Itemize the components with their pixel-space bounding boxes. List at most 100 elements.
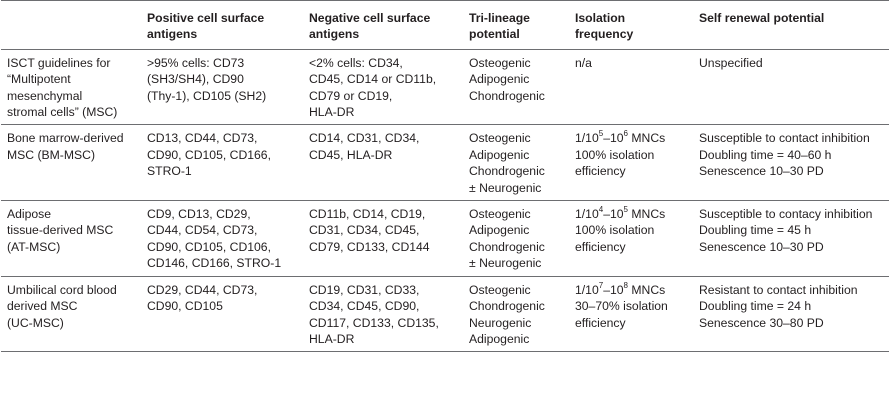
cell-text: Neurogenic	[469, 315, 532, 330]
table-row-bm-msc: Bone marrow-derived MSC (BM-MSC) CD13, C…	[1, 124, 889, 202]
cell-text: efficiency	[575, 164, 626, 179]
cell-text: Adipogenic	[469, 147, 530, 162]
header-cell-renewal: Self renewal potential	[693, 0, 889, 50]
cell-text: efficiency	[575, 239, 626, 254]
header-text: antigens	[309, 27, 360, 42]
cell-text: CD45, CD14 or CD11b,	[309, 72, 437, 87]
cell-isolation: 1/107–108 MNCs 30–70% isolation efficien…	[569, 276, 693, 353]
cell-text: mesenchymal	[7, 88, 83, 103]
cell-positive: >95% cells: CD73 (SH3/SH4), CD90 (Thy-1)…	[141, 49, 303, 126]
cell-text: Adipogenic	[469, 223, 530, 238]
cell-text: Susceptible to contact inhibition	[699, 131, 870, 146]
cell-text: CD29, CD44, CD73,	[147, 282, 258, 297]
cell-text: 100% isolation	[575, 223, 655, 238]
cell-text: HLA-DR	[309, 331, 355, 346]
cell-text: Unspecified	[699, 55, 763, 70]
cell-type: Bone marrow-derived MSC (BM-MSC)	[1, 124, 141, 202]
cell-text: (SH3/SH4), CD90	[147, 72, 244, 87]
cell-text: CD117, CD133, CD135,	[309, 315, 439, 330]
cell-text: Chondrogenic	[469, 239, 545, 254]
cell-text: CD146, CD166, STRO-1	[147, 256, 282, 271]
cell-text: 100% isolation	[575, 147, 655, 162]
cell-negative: <2% cells: CD34, CD45, CD14 or CD11b, CD…	[303, 49, 463, 126]
cell-trilineage: Osteogenic Adipogenic Chondrogenic ± Neu…	[463, 124, 569, 202]
cell-text: CD90, CD105, CD106,	[147, 239, 271, 254]
cell-isolation: 1/104–105 MNCs 100% isolation efficiency	[569, 200, 693, 277]
cell-trilineage: Osteogenic Chondrogenic Neurogenic Adipo…	[463, 276, 569, 353]
cell-text: CD11b, CD14, CD19,	[309, 207, 426, 222]
cell-text: Chondrogenic	[469, 299, 545, 314]
cell-text: Resistant to contact inhibition	[699, 282, 858, 297]
isolation-ratio: 1/104–105 MNCs	[575, 205, 666, 222]
isolation-ratio: 1/105–106 MNCs	[575, 129, 666, 146]
cell-isolation: n/a	[569, 49, 693, 126]
cell-text: Doubling time = 40–60 h	[699, 147, 832, 162]
cell-text: Senescence 30–80 PD	[699, 315, 824, 330]
header-cell-positive: Positive cell surface antigens	[141, 0, 303, 50]
table-row-uc-msc: Umbilical cord blood derived MSC (UC-MSC…	[1, 276, 889, 353]
cell-text: MSC (BM-MSC)	[7, 147, 96, 162]
cell-text: Senescence 10–30 PD	[699, 164, 824, 179]
table-row-isct: ISCT guidelines for “Multipotent mesench…	[1, 49, 889, 126]
cell-text: CD79 or CD19,	[309, 88, 393, 103]
cell-renewal: Resistant to contact inhibition Doubling…	[693, 276, 889, 353]
cell-text: STRO-1	[147, 164, 192, 179]
cell-text: Doubling time = 24 h	[699, 299, 812, 314]
cell-text: derived MSC	[7, 299, 78, 314]
cell-isolation: 1/105–106 MNCs 100% isolation efficiency	[569, 124, 693, 202]
header-text: Positive cell surface	[147, 11, 265, 25]
cell-positive: CD29, CD44, CD73, CD90, CD105	[141, 276, 303, 353]
cell-text: Bone marrow-derived	[7, 131, 124, 146]
cell-text: Chondrogenic	[469, 88, 545, 103]
cell-text: Umbilical cord blood	[7, 282, 117, 297]
cell-text: Osteogenic	[469, 131, 531, 146]
cell-text: Senescence 10–30 PD	[699, 239, 824, 254]
cell-text: <2% cells: CD34,	[309, 55, 403, 70]
cell-text: CD79, CD133, CD144	[309, 239, 430, 254]
cell-text: Doubling time = 45 h	[699, 223, 812, 238]
isolation-ratio: 1/107–108 MNCs	[575, 280, 666, 297]
cell-text: efficiency	[575, 315, 626, 330]
cell-text: CD9, CD13, CD29,	[147, 207, 251, 222]
cell-text: stromal cells” (MSC)	[7, 105, 118, 120]
cell-text: (Thy-1), CD105 (SH2)	[147, 88, 267, 103]
cell-text: “Multipotent	[7, 72, 71, 87]
cell-negative: CD11b, CD14, CD19, CD31, CD34, CD45, CD7…	[303, 200, 463, 277]
header-text: Negative cell surface	[309, 11, 431, 25]
header-cell-trilineage: Tri-lineage potential	[463, 0, 569, 50]
cell-text: CD31, CD34, CD45,	[309, 223, 420, 238]
header-text: Isolation	[575, 11, 626, 25]
cell-text: Chondrogenic	[469, 164, 545, 179]
cell-text: HLA-DR	[309, 105, 355, 120]
cell-type: ISCT guidelines for “Multipotent mesench…	[1, 49, 141, 126]
cell-text: 30–70% isolation	[575, 299, 668, 314]
cell-negative: CD19, CD31, CD33, CD34, CD45, CD90, CD11…	[303, 276, 463, 353]
cell-trilineage: Osteogenic Adipogenic Chondrogenic ± Neu…	[463, 200, 569, 277]
cell-text: CD19, CD31, CD33,	[309, 282, 420, 297]
cell-text: Osteogenic	[469, 207, 531, 222]
cell-renewal: Susceptible to contacy inhibition Doubli…	[693, 200, 889, 277]
cell-negative: CD14, CD31, CD34, CD45, HLA-DR	[303, 124, 463, 202]
cell-text: CD90, CD105	[147, 299, 223, 314]
cell-text: ± Neurogenic	[469, 256, 542, 271]
cell-text: CD13, CD44, CD73,	[147, 131, 258, 146]
cell-text: Adipogenic	[469, 72, 530, 87]
cell-text: n/a	[575, 55, 592, 70]
cell-positive: CD9, CD13, CD29, CD44, CD54, CD73, CD90,…	[141, 200, 303, 277]
header-text: Self renewal potential	[699, 11, 825, 25]
cell-text: Susceptible to contacy inhibition	[699, 207, 873, 222]
cell-text: ± Neurogenic	[469, 180, 542, 195]
table-row-at-msc: Adipose tissue-derived MSC (AT-MSC) CD9,…	[1, 200, 889, 277]
cell-text: tissue-derived MSC	[7, 223, 114, 238]
cell-text: >95% cells: CD73	[147, 55, 245, 70]
cell-text: Adipogenic	[469, 331, 530, 346]
cell-text: CD90, CD105, CD166,	[147, 147, 271, 162]
header-text: antigens	[147, 27, 198, 42]
cell-text: (UC-MSC)	[7, 315, 64, 330]
cell-text: Osteogenic	[469, 282, 531, 297]
cell-text: Osteogenic	[469, 55, 531, 70]
header-cell-type	[1, 0, 141, 50]
cell-text: CD44, CD54, CD73,	[147, 223, 258, 238]
cell-positive: CD13, CD44, CD73, CD90, CD105, CD166, ST…	[141, 124, 303, 202]
cell-trilineage: Osteogenic Adipogenic Chondrogenic	[463, 49, 569, 126]
